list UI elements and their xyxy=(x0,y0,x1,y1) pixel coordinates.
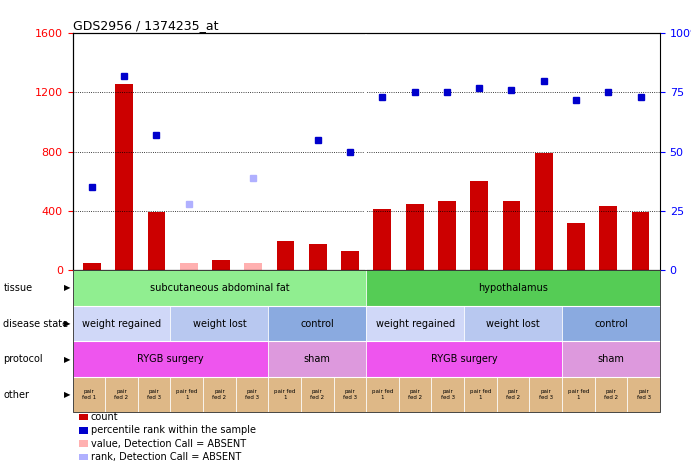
Text: GDS2956 / 1374235_at: GDS2956 / 1374235_at xyxy=(73,19,218,32)
Text: pair fed
1: pair fed 1 xyxy=(274,389,295,400)
Bar xyxy=(180,263,198,270)
Bar xyxy=(502,201,520,270)
Text: other: other xyxy=(3,390,30,400)
Text: subcutaneous abdominal fat: subcutaneous abdominal fat xyxy=(149,283,290,293)
Bar xyxy=(567,223,585,270)
Bar xyxy=(309,244,327,270)
Text: pair
fed 2: pair fed 2 xyxy=(115,389,129,400)
Text: pair fed
1: pair fed 1 xyxy=(176,389,198,400)
Bar xyxy=(83,263,101,270)
Text: sham: sham xyxy=(598,354,625,364)
Text: disease state: disease state xyxy=(3,319,68,328)
Text: ▶: ▶ xyxy=(64,319,70,328)
Text: pair fed
1: pair fed 1 xyxy=(567,389,589,400)
Text: control: control xyxy=(301,319,334,328)
Bar xyxy=(535,153,553,270)
Text: pair
fed 2: pair fed 2 xyxy=(212,389,227,400)
Text: pair
fed 2: pair fed 2 xyxy=(408,389,422,400)
Bar xyxy=(276,241,294,270)
Bar xyxy=(471,182,488,270)
Text: RYGB surgery: RYGB surgery xyxy=(430,354,498,364)
Text: pair
fed 3: pair fed 3 xyxy=(441,389,455,400)
Bar xyxy=(438,201,456,270)
Text: pair
fed 3: pair fed 3 xyxy=(343,389,357,400)
Bar xyxy=(374,209,391,270)
Text: tissue: tissue xyxy=(3,283,32,293)
Bar xyxy=(148,212,165,270)
Text: weight lost: weight lost xyxy=(486,319,540,328)
Text: pair
fed 1: pair fed 1 xyxy=(82,389,96,400)
Text: RYGB surgery: RYGB surgery xyxy=(137,354,204,364)
Text: sham: sham xyxy=(304,354,331,364)
Text: count: count xyxy=(91,412,118,422)
Text: pair
fed 2: pair fed 2 xyxy=(604,389,618,400)
Text: weight lost: weight lost xyxy=(193,319,246,328)
Text: pair
fed 3: pair fed 3 xyxy=(147,389,161,400)
Text: pair
fed 3: pair fed 3 xyxy=(636,389,651,400)
Text: ▶: ▶ xyxy=(64,283,70,292)
Text: pair
fed 3: pair fed 3 xyxy=(539,389,553,400)
Text: value, Detection Call = ABSENT: value, Detection Call = ABSENT xyxy=(91,438,245,449)
Bar xyxy=(341,251,359,270)
Text: weight regained: weight regained xyxy=(376,319,455,328)
Text: ▶: ▶ xyxy=(64,355,70,364)
Text: pair
fed 2: pair fed 2 xyxy=(506,389,520,400)
Text: percentile rank within the sample: percentile rank within the sample xyxy=(91,425,256,436)
Text: pair fed
1: pair fed 1 xyxy=(470,389,491,400)
Bar xyxy=(212,260,230,270)
Text: control: control xyxy=(594,319,628,328)
Bar xyxy=(599,207,617,270)
Text: ▶: ▶ xyxy=(64,390,70,399)
Text: rank, Detection Call = ABSENT: rank, Detection Call = ABSENT xyxy=(91,452,240,462)
Text: pair
fed 2: pair fed 2 xyxy=(310,389,324,400)
Text: pair
fed 3: pair fed 3 xyxy=(245,389,259,400)
Bar xyxy=(406,203,424,270)
Text: pair fed
1: pair fed 1 xyxy=(372,389,393,400)
Text: weight regained: weight regained xyxy=(82,319,161,328)
Bar xyxy=(632,212,650,270)
Bar xyxy=(115,83,133,270)
Text: protocol: protocol xyxy=(3,354,43,364)
Bar xyxy=(245,263,262,270)
Text: hypothalamus: hypothalamus xyxy=(478,283,548,293)
